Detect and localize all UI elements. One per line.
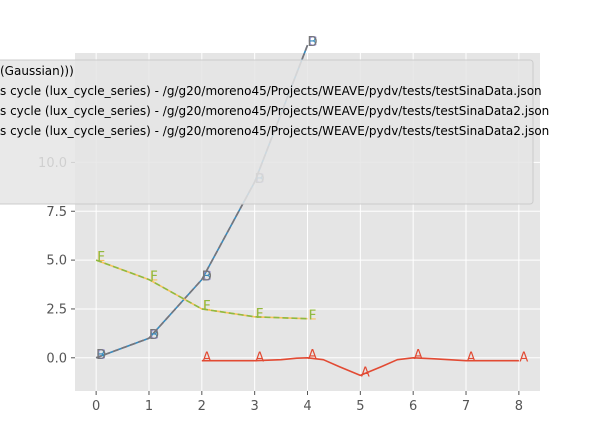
data-point-marker-d: D [202, 270, 212, 285]
legend-entry: s cycle (lux_cycle_series) - /g/g20/more… [0, 124, 549, 138]
x-tick-label: 6 [409, 399, 417, 414]
data-point-marker-a: A [519, 351, 528, 366]
data-point-marker-c: C [202, 270, 211, 285]
y-tick-label: 7.5 [46, 205, 67, 220]
data-point-marker-a: A [467, 351, 476, 366]
data-point-marker-f: F [203, 299, 210, 314]
legend-entry: s cycle (lux_cycle_series) - /g/g20/more… [0, 104, 549, 118]
x-tick-label: 3 [251, 399, 259, 414]
x-tick-label: 0 [92, 399, 100, 414]
y-tick-label: 5.0 [46, 254, 67, 269]
data-point-marker-b: B [202, 270, 211, 285]
data-point-marker-e: E [256, 307, 264, 322]
x-tick-label: 1 [145, 399, 153, 414]
data-point-marker-c: C [149, 328, 158, 343]
data-point-marker-f: F [150, 270, 157, 285]
x-tick-label: 8 [515, 399, 523, 414]
data-point-marker-e: E [203, 299, 211, 314]
data-point-marker-a: A [255, 351, 264, 366]
legend-entry: (Gaussian))) [0, 64, 74, 78]
data-point-marker-d: D [307, 35, 317, 50]
data-point-marker-f: F [309, 309, 316, 324]
legend: (Gaussian))) s cycle (lux_cycle_series) -… [0, 59, 549, 205]
data-point-marker-f: F [256, 307, 263, 322]
data-point-marker-a: A [308, 348, 317, 363]
series-line-d [95, 44, 309, 359]
x-tick-label: 4 [303, 399, 311, 414]
data-point-marker-d: D [96, 348, 106, 363]
y-tick-label: 0.0 [46, 351, 67, 366]
data-point-marker-b: B [308, 35, 317, 50]
legend-entry: s cycle (lux_cycle_series) - /g/g20/more… [0, 84, 542, 98]
series-line-a [201, 356, 519, 377]
data-point-marker-f: F [97, 250, 104, 265]
data-point-marker-c: C [308, 35, 317, 50]
data-point-marker-a: A [202, 351, 211, 366]
y-tick-label: 2.5 [46, 302, 67, 317]
data-point-marker-e: E [97, 250, 105, 265]
data-point-marker-e: E [308, 309, 316, 324]
data-point-marker-d: D [149, 328, 159, 343]
data-point-marker-a: A [414, 348, 423, 363]
x-tick-label: 2 [198, 399, 206, 414]
series-line-f [95, 259, 308, 320]
data-point-marker-a: A [361, 365, 370, 380]
x-tick-label: 5 [356, 399, 364, 414]
data-point-marker-b: B [150, 328, 159, 343]
x-tick-label: 7 [462, 399, 470, 414]
legend-box [0, 59, 534, 205]
data-point-marker-e: E [150, 270, 158, 285]
